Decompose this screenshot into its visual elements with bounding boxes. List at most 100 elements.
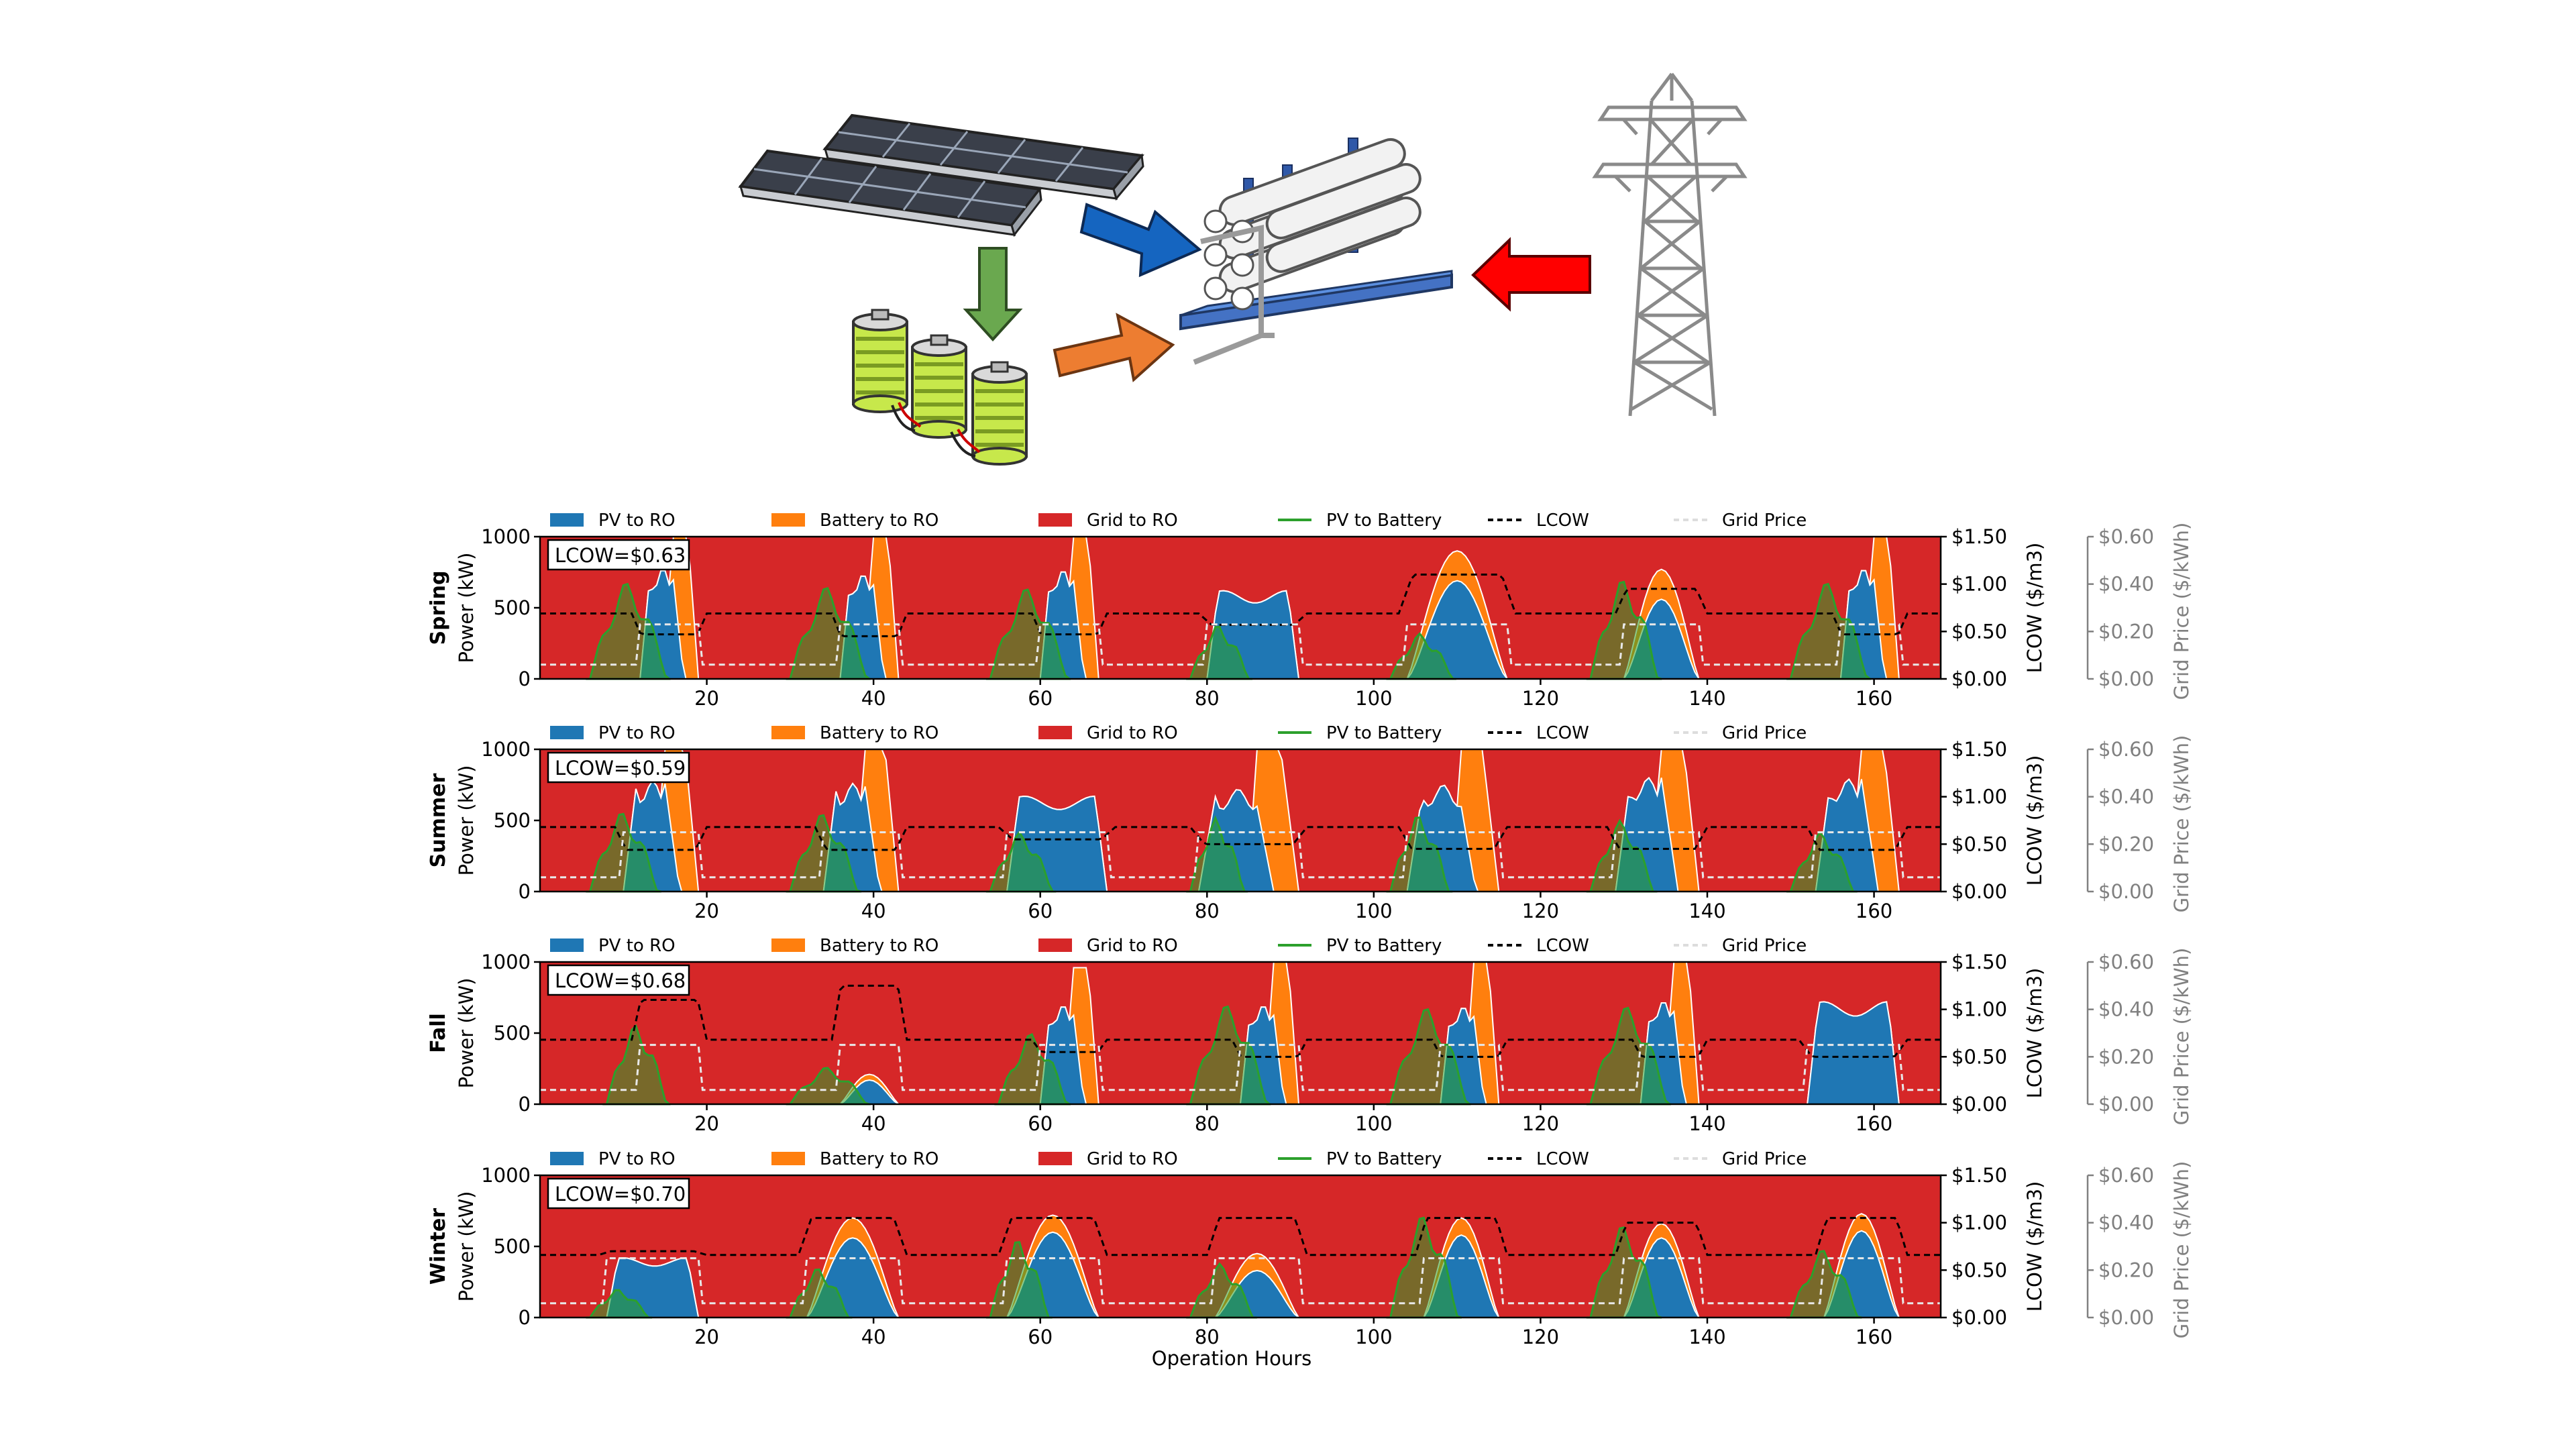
lcow-annotation-box — [547, 964, 690, 996]
pv-to-battery-area — [1186, 815, 1248, 893]
lcow-annotation-box — [547, 751, 690, 784]
lcow-annotation: LCOW=$0.68 — [547, 964, 690, 996]
lcow-tick-label: $1.50 — [1951, 738, 2007, 761]
pv-to-battery-area — [1586, 818, 1658, 893]
grid-price-line — [540, 1257, 1941, 1305]
pv-to-battery-area — [586, 812, 661, 893]
lcow-tick-label: $0.50 — [1951, 833, 2007, 855]
lcow-annotation-box — [547, 1177, 690, 1210]
legend: PV to RO Battery to RO Grid to RO PV to Bat… — [550, 936, 1807, 956]
lcow-tick-label: $1.50 — [1951, 525, 2007, 548]
pv-to-battery-area — [1786, 1250, 1862, 1319]
x-tick-label: 80 — [1195, 687, 1220, 710]
legend: PV to RO Battery to RO Grid to RO PV to Bat… — [550, 1149, 1807, 1169]
lcow-axis: $0.00 $0.50 $1.00 $1.50 LCOW ($/m3) — [1941, 1164, 2046, 1329]
grid-price-axis: $0.00 $0.20 $0.40 $0.60 Grid Price ($/kWh) — [2086, 948, 2193, 1126]
legend-item: PV to Battery — [1278, 1149, 1442, 1169]
legend-label: LCOW — [1536, 936, 1589, 956]
x-axis: 20 40 60 80 100 120 140 160 — [694, 892, 1892, 922]
legend-label: Grid to RO — [1087, 936, 1178, 956]
legend-swatch — [550, 938, 584, 952]
grid-price-tick-label: $0.40 — [2098, 998, 2154, 1021]
grid-price-axis-label: Grid Price ($/kWh) — [2170, 948, 2193, 1126]
battery-wires — [891, 402, 981, 458]
arrow-pv-to-battery — [963, 247, 1023, 341]
grid-price-axis: $0.00 $0.20 $0.40 $0.60 Grid Price ($/kWh) — [2086, 1161, 2193, 1339]
grid-price-tick-label: $0.60 — [2098, 951, 2154, 973]
power-tick-label: 500 — [494, 1022, 531, 1044]
lcow-axis-label: LCOW ($/m3) — [2023, 968, 2046, 1099]
legend-item: Grid to RO — [1038, 1149, 1178, 1169]
power-tick-label: 500 — [494, 809, 531, 832]
season-label: Fall — [427, 1013, 450, 1053]
grid-price-tick-label: $0.60 — [2098, 738, 2154, 761]
power-tick-label: 0 — [519, 880, 531, 903]
pv-to-battery-area — [1586, 1226, 1662, 1319]
x-tick-label: 120 — [1522, 687, 1559, 710]
lcow-tick-label: $0.00 — [1951, 880, 2007, 903]
lcow-tick-label: $0.00 — [1951, 1093, 2007, 1116]
legend-label: Grid to RO — [1087, 723, 1178, 743]
lcow-tick-label: $0.00 — [1951, 1306, 2007, 1329]
legend-item: Battery to RO — [771, 936, 938, 956]
panel-spring: PV to RO Battery to RO Grid to RO PV to Bat… — [427, 511, 2193, 710]
x-tick-label: 20 — [694, 900, 719, 922]
lcow-tick-label: $1.50 — [1951, 951, 2007, 973]
legend-item: PV to RO — [550, 511, 676, 531]
legend-item: Grid Price — [1674, 1149, 1807, 1169]
legend-item: Grid Price — [1674, 511, 1807, 531]
grid-price-tick-label: $0.00 — [2098, 880, 2154, 903]
pv-to-battery-area — [1186, 1005, 1271, 1106]
legend-swatch — [1038, 726, 1072, 739]
grid-price-axis-label: Grid Price ($/kWh) — [2170, 1161, 2193, 1339]
lcow-annotation-text: LCOW=$0.59 — [555, 757, 686, 780]
legend-label: Battery to RO — [820, 936, 938, 956]
grid-price-axis: $0.00 $0.20 $0.40 $0.60 Grid Price ($/kWh) — [2086, 523, 2193, 700]
x-tick-label: 160 — [1856, 687, 1892, 710]
lcow-annotation: LCOW=$0.59 — [547, 751, 690, 784]
power-tick-label: 500 — [494, 1235, 531, 1258]
grid-price-tick-label: $0.20 — [2098, 833, 2154, 855]
x-tick-label: 120 — [1522, 900, 1559, 922]
legend-label: PV to RO — [598, 723, 676, 743]
pv-to-battery-area — [1386, 816, 1453, 893]
battery-1 — [852, 309, 908, 413]
x-tick-label: 120 — [1522, 1326, 1559, 1348]
legend-item: Battery to RO — [771, 1149, 938, 1169]
pv-to-battery-area — [1386, 1216, 1462, 1319]
x-tick-label: 140 — [1688, 1112, 1725, 1135]
legend-label: Grid Price — [1722, 511, 1807, 531]
legend-item: Grid to RO — [1038, 723, 1178, 743]
legend-item: PV to RO — [550, 1149, 676, 1169]
panel-fall: PV to RO Battery to RO Grid to RO PV to Bat… — [427, 936, 2193, 1135]
solar-panel-array — [738, 113, 1144, 237]
legend-label: Grid Price — [1722, 936, 1807, 956]
x-tick-label: 60 — [1028, 900, 1053, 922]
arrow-pv-to-ro — [1079, 203, 1202, 278]
lcow-annotation-text: LCOW=$0.63 — [555, 544, 686, 567]
grid-price-axis: $0.00 $0.20 $0.40 $0.60 Grid Price ($/kWh) — [2086, 735, 2193, 913]
lcow-tick-label: $0.00 — [1951, 667, 2007, 690]
lcow-tick-label: $1.00 — [1951, 786, 2007, 808]
lcow-axis: $0.00 $0.50 $1.00 $1.50 LCOW ($/m3) — [1941, 951, 2046, 1116]
grid-price-axis-label: Grid Price ($/kWh) — [2170, 735, 2193, 913]
x-tick-label: 80 — [1195, 900, 1220, 922]
pv-to-battery-area — [786, 1268, 853, 1319]
power-tick-label: 0 — [519, 667, 531, 690]
x-axis: 20 40 60 80 100 120 140 160 — [694, 1104, 1892, 1135]
legend-label: Battery to RO — [820, 511, 938, 531]
legend-swatch — [1038, 513, 1072, 527]
pv-to-battery-area — [1586, 580, 1662, 680]
power-axis-label: Power (kW) — [455, 765, 478, 876]
pv-to-battery-area — [586, 1289, 653, 1319]
grid-price-tick-label: $0.00 — [2098, 1093, 2154, 1116]
legend-label: PV to Battery — [1326, 1149, 1442, 1169]
lcow-tick-label: $0.50 — [1951, 620, 2007, 643]
x-tick-label: 160 — [1856, 1112, 1892, 1135]
lcow-tick-label: $0.50 — [1951, 1258, 2007, 1281]
x-tick-label: 160 — [1856, 1326, 1892, 1348]
legend-label: LCOW — [1536, 1149, 1589, 1169]
